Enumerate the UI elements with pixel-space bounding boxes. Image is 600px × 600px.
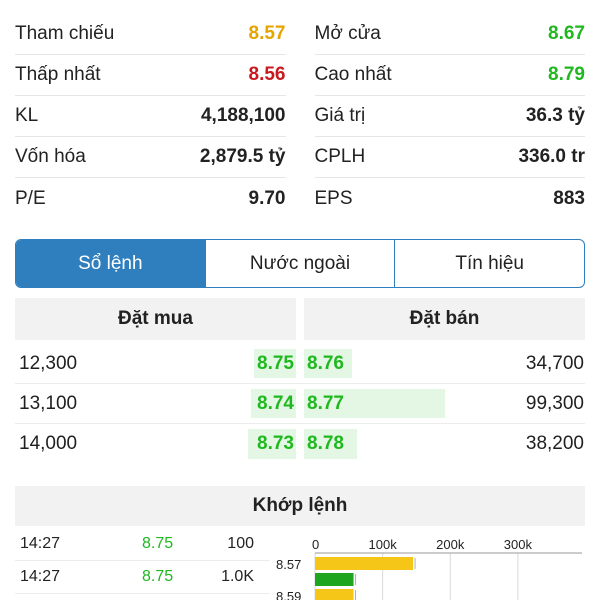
stats-row: Tham chiếu 8.57 Mở cửa 8.67 [15,14,585,55]
matched-orders-header: Khớp lệnh [15,486,585,526]
buy-order[interactable]: 14,000 8.73 [15,424,300,464]
buy-price: 8.75 [257,352,294,374]
tab-order-book[interactable]: Sổ lệnh [16,240,205,287]
match-volume: 100 [227,535,254,552]
list-item: 14:27 8.75 1.0K [15,561,270,594]
stat-label: Giá trị [314,105,366,126]
stat-turnover: Giá trị 36.3 tỷ [314,96,585,137]
stock-stats: Tham chiếu 8.57 Mở cửa 8.67 Thấp nhất 8.… [15,14,585,219]
stat-label: P/E [15,187,46,209]
stats-row: Thấp nhất 8.56 Cao nhất 8.79 [15,55,585,96]
sell-price: 8.78 [307,433,344,454]
stat-market-cap: Vốn hóa 2,879.5 tỷ [15,137,286,178]
x-tick-label: 300k [504,537,533,552]
buy-order[interactable]: 12,300 8.75 [15,344,300,383]
buy-price: 8.73 [257,433,294,454]
sell-volume: 38,200 [525,433,584,454]
buy-volume-bar [253,349,296,378]
stat-high: Cao nhất 8.79 [314,55,585,96]
sell-volume-bar [304,389,445,418]
stat-label: Tham chiếu [15,23,115,44]
stat-value: 8.56 [248,64,286,85]
match-price: 8.75 [142,535,174,552]
buy-price: 8.74 [257,392,294,414]
stat-label: EPS [314,187,353,209]
stat-reference: Tham chiếu 8.57 [15,14,286,55]
stat-shares-outstanding: CPLH 336.0 tr [314,137,585,178]
stat-eps: EPS 883 [315,178,586,219]
stat-value: 4,188,100 [200,105,286,126]
stat-value: 8.67 [548,23,585,44]
stat-value: 9.70 [248,187,286,209]
matched-orders-list: 14:27 8.75 100 14:27 8.75 1.0K [15,528,270,594]
stat-value: 36.3 tỷ [525,105,585,126]
buy-volume-bar [248,429,296,459]
order-book-row: 12,300 8.75 8.76 34,700 [15,344,585,384]
stat-label: CPLH [314,146,366,167]
list-item: 14:27 8.75 100 [15,528,270,561]
x-tick-label: 200k [436,537,465,552]
x-tick-label: 100k [369,537,398,552]
stats-row: KL 4,188,100 Giá trị 36.3 tỷ [15,96,585,137]
sell-volume-bar [304,349,352,378]
sell-order[interactable]: 8.78 38,200 [300,424,585,464]
stat-value: 883 [553,187,585,209]
buy-volume-bar [251,389,296,418]
sell-order[interactable]: 8.77 99,300 [300,384,585,423]
stat-low: Thấp nhất 8.56 [15,55,286,96]
match-time: 14:27 [20,568,61,585]
stat-volume: KL 4,188,100 [15,96,286,137]
stat-value: 8.79 [548,64,585,85]
tab-signals[interactable]: Tín hiệu [394,240,584,287]
volume-bar [315,573,354,586]
stat-pe: P/E 9.70 [15,178,286,219]
x-tick-label: 0 [312,537,319,552]
volume-bar [315,557,414,570]
sell-volume: 99,300 [525,392,584,414]
buy-volume: 13,100 [19,392,78,414]
order-book-row: 13,100 8.74 8.77 99,300 [15,384,585,424]
match-time: 14:27 [20,535,61,552]
sell-orders-header: Đặt bán [304,298,585,340]
segmented-tabs: Sổ lệnh Nước ngoài Tín hiệu [15,239,585,288]
y-tick-label: 8.57 [276,557,301,572]
sell-order[interactable]: 8.76 34,700 [300,344,585,383]
tab-foreign[interactable]: Nước ngoài [204,240,395,287]
buy-volume: 14,000 [19,433,78,454]
stat-value: 8.57 [248,23,286,44]
sell-price: 8.76 [307,352,344,374]
stats-row: Vốn hóa 2,879.5 tỷ CPLH 336.0 tr [15,137,585,178]
buy-order[interactable]: 13,100 8.74 [15,384,300,423]
y-tick-label: 8.59 [276,589,301,600]
volume-bar [315,589,354,600]
stat-value: 336.0 tr [518,146,585,167]
volume-by-price-chart: 0 100k 200k 300k 8.57 8.59 [276,537,582,600]
sell-volume-bar [304,429,358,459]
match-volume: 1.0K [221,568,254,585]
stat-label: Mở cửa [314,23,381,44]
stats-row: P/E 9.70 EPS 883 [15,178,585,219]
sell-price: 8.77 [307,392,344,414]
stat-label: Vốn hóa [15,146,86,167]
stat-label: Cao nhất [314,64,392,85]
stat-label: KL [15,105,39,126]
buy-orders-header: Đặt mua [15,298,296,340]
stat-value: 2,879.5 tỷ [199,146,286,167]
sell-volume: 34,700 [525,352,584,374]
stat-open: Mở cửa 8.67 [314,14,585,55]
order-book-rows: 12,300 8.75 8.76 34,700 13,100 8.74 8.77… [15,344,585,464]
stat-label: Thấp nhất [15,64,101,85]
order-book-row: 14,000 8.73 8.78 38,200 [15,424,585,464]
match-price: 8.75 [142,568,174,585]
buy-volume: 12,300 [19,352,78,374]
